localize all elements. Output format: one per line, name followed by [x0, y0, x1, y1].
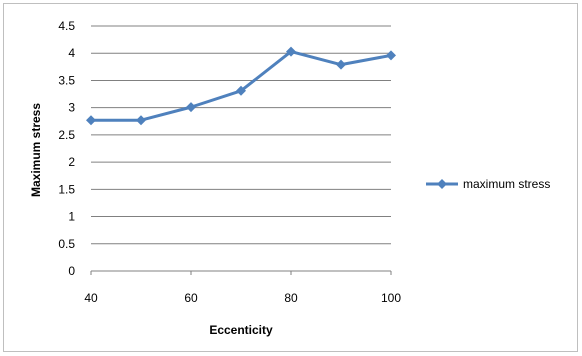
data-point — [136, 115, 146, 126]
y-tick-label: 0 — [68, 264, 75, 278]
y-axis-title: Maximum stress — [29, 103, 43, 197]
y-tick-label: 2 — [68, 155, 75, 169]
legend: maximum stress — [426, 177, 550, 191]
y-tick-label: 4.5 — [58, 19, 75, 33]
data-point — [186, 102, 196, 113]
y-tick-label: 3.5 — [58, 73, 75, 87]
y-tick-label: 1 — [68, 210, 75, 224]
y-tick-labels: 0 0.5 1 1.5 2 2.5 3 3.5 4 4.5 — [58, 19, 75, 278]
y-tick-label: 1.5 — [58, 182, 75, 196]
x-tick-label: 60 — [184, 291, 198, 305]
data-point — [336, 59, 346, 70]
x-axis-title: Eccenticity — [209, 323, 273, 337]
data-point — [236, 85, 246, 96]
series-layer — [86, 46, 396, 126]
x-tick-label: 80 — [284, 291, 298, 305]
y-tick-label: 3 — [68, 101, 75, 115]
data-point — [386, 50, 396, 61]
legend-marker — [437, 179, 447, 189]
x-tick-labels: 40 60 80 100 — [84, 291, 401, 305]
y-tick-label: 4 — [68, 46, 75, 60]
legend-label: maximum stress — [463, 177, 550, 191]
y-tick-label: 2.5 — [58, 128, 75, 142]
gridlines — [90, 25, 392, 275]
data-point — [86, 115, 96, 126]
x-tick-label: 40 — [84, 291, 98, 305]
x-tick-label: 100 — [381, 291, 401, 305]
data-point — [286, 46, 296, 57]
y-tick-label: 0.5 — [58, 237, 75, 251]
chart-frame — [3, 3, 578, 352]
